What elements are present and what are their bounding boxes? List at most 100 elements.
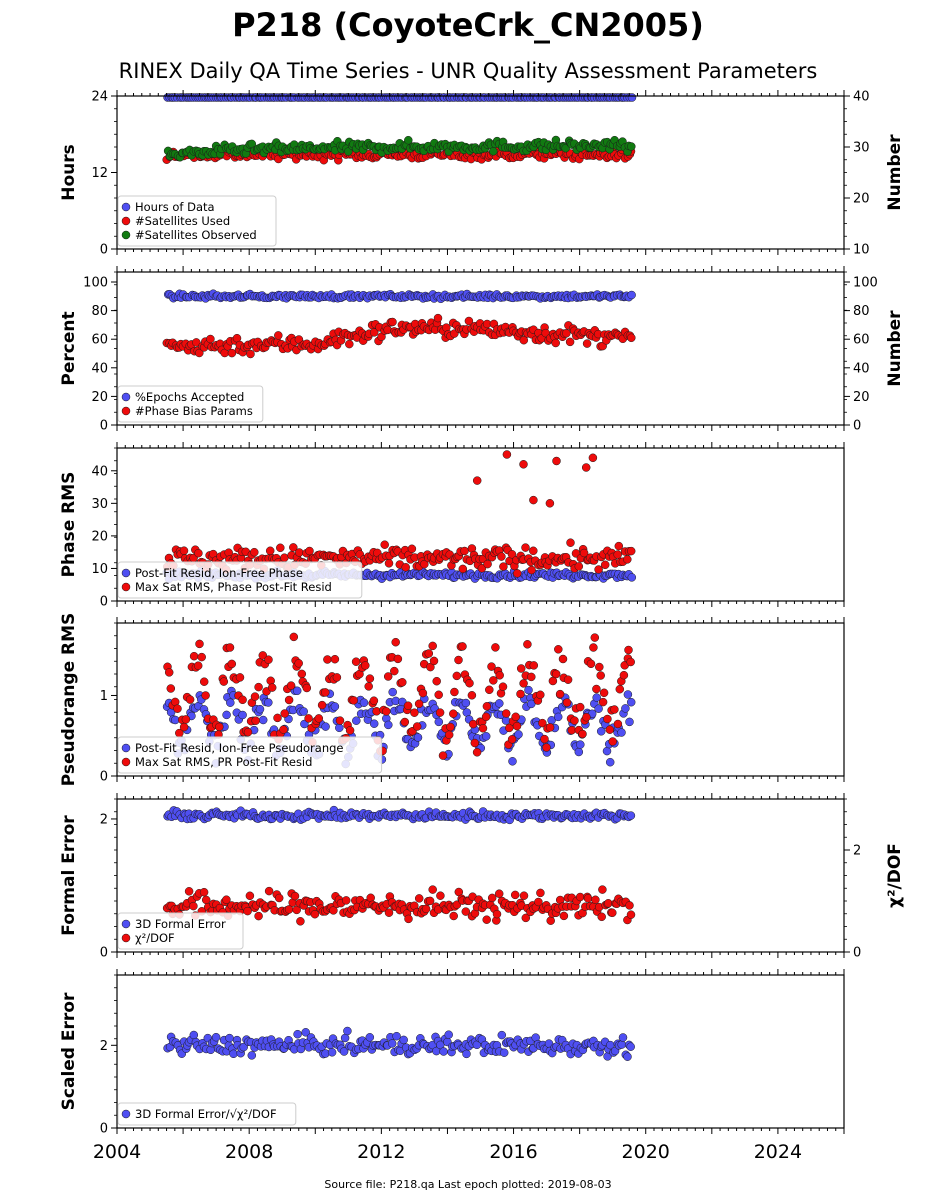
data-point xyxy=(625,717,634,727)
data-point xyxy=(595,662,604,672)
data-point xyxy=(551,338,560,348)
data-point xyxy=(369,696,379,705)
data-point xyxy=(399,1035,408,1045)
data-point xyxy=(284,695,294,705)
y-tick-label: 0 xyxy=(100,243,108,258)
data-point xyxy=(305,546,314,556)
data-point xyxy=(589,643,598,652)
data-point xyxy=(199,887,209,897)
data-point xyxy=(458,642,467,651)
legend-label: #Phase Bias Params xyxy=(135,404,253,418)
data-point xyxy=(605,757,615,767)
data-point xyxy=(434,690,443,700)
legend-box xyxy=(117,195,277,247)
legend-marker xyxy=(121,919,131,929)
data-point xyxy=(343,1026,352,1036)
legend-label: Post-Fit Resid, Ion-Free Phase xyxy=(135,566,303,580)
data-point xyxy=(424,649,434,658)
data-point xyxy=(574,747,584,757)
data-point xyxy=(225,643,235,652)
data-point xyxy=(194,548,203,558)
legend-label: #Satellites Observed xyxy=(135,228,257,242)
y-axis-label: Pseudorange RMS xyxy=(59,613,79,787)
data-point xyxy=(359,698,369,707)
legend: 3D Formal Error/√χ²/DOF xyxy=(117,1102,297,1126)
data-point xyxy=(582,339,592,348)
data-point xyxy=(304,714,313,723)
data-point xyxy=(250,547,259,557)
data-point-outlier xyxy=(519,460,528,469)
data-point xyxy=(433,313,443,323)
data-point xyxy=(290,891,300,901)
data-point xyxy=(189,1030,199,1040)
data-point xyxy=(559,911,569,921)
legend-marker xyxy=(121,392,131,402)
data-point xyxy=(195,639,204,649)
y-right-tick-label: 2 xyxy=(853,844,861,859)
data-point xyxy=(604,899,613,908)
data-point xyxy=(626,910,636,919)
data-point xyxy=(516,664,526,673)
y-tick-label: 100 xyxy=(83,276,108,291)
x-tick-label: 2008 xyxy=(225,1141,273,1163)
data-point xyxy=(296,917,305,926)
y-tick-label: 0 xyxy=(100,595,108,610)
y-tick-label: 2 xyxy=(100,1039,108,1054)
data-point xyxy=(598,885,607,894)
data-point xyxy=(193,661,203,670)
data-point xyxy=(481,712,491,722)
legend-marker xyxy=(121,230,131,240)
data-point xyxy=(390,666,399,676)
data-point xyxy=(166,684,176,693)
data-point xyxy=(545,723,555,732)
y-right-tick-label: 0 xyxy=(853,946,861,961)
data-point xyxy=(527,672,536,682)
y-axis-label: Formal Error xyxy=(59,815,79,936)
data-point xyxy=(444,730,454,740)
data-point xyxy=(562,329,571,338)
data-point xyxy=(608,908,617,918)
data-point xyxy=(297,669,307,679)
data-point xyxy=(465,678,474,688)
data-point xyxy=(265,546,275,556)
data-point xyxy=(618,1033,628,1042)
data-point xyxy=(458,564,468,574)
data-point xyxy=(264,886,274,896)
data-point xyxy=(519,679,528,688)
footer-source: Source file: P218.qa Last epoch plotted:… xyxy=(324,1178,611,1191)
data-point xyxy=(489,147,498,156)
data-point xyxy=(536,690,545,700)
data-point xyxy=(562,698,572,707)
data-point xyxy=(498,682,508,691)
data-point xyxy=(293,1029,302,1039)
legend-marker xyxy=(121,202,131,212)
y-tick-label: 40 xyxy=(91,464,108,479)
data-point xyxy=(462,1049,471,1059)
data-point xyxy=(615,684,625,694)
panel-1-points xyxy=(162,93,637,165)
data-point xyxy=(613,719,623,729)
data-point xyxy=(289,632,299,642)
data-point xyxy=(164,668,174,677)
panel-3: 0 10 20 30 40 Phase RMS Post-Fit Resid, Ion-Fr… xyxy=(59,442,845,610)
data-point xyxy=(600,560,610,570)
data-point xyxy=(264,655,273,664)
y-right-tick-label: 60 xyxy=(853,333,870,348)
data-point xyxy=(294,659,303,668)
legend-box xyxy=(117,385,264,423)
data-point xyxy=(592,684,601,694)
data-point xyxy=(351,657,361,666)
data-point xyxy=(495,671,504,680)
data-point xyxy=(481,732,491,741)
data-point xyxy=(332,673,342,682)
data-point xyxy=(330,702,340,711)
y-right-tick-label: 20 xyxy=(853,192,870,207)
data-point xyxy=(626,697,636,707)
data-point xyxy=(511,712,520,722)
data-point xyxy=(250,692,260,701)
y-tick-label: 24 xyxy=(91,90,108,105)
data-point xyxy=(215,722,224,732)
data-point xyxy=(623,555,632,564)
data-point xyxy=(485,685,494,695)
